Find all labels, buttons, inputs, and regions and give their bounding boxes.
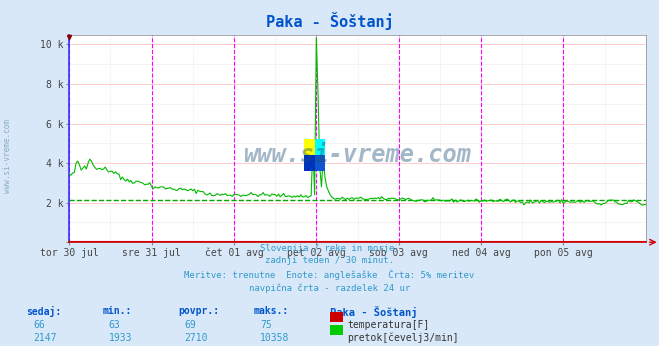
- Text: Paka - Šoštanj: Paka - Šoštanj: [266, 12, 393, 30]
- Bar: [314, 139, 325, 155]
- Text: 75: 75: [260, 320, 272, 330]
- Text: temperatura[F]: temperatura[F]: [347, 320, 430, 330]
- Bar: [304, 139, 314, 155]
- Text: 2147: 2147: [33, 333, 57, 343]
- Text: 69: 69: [185, 320, 196, 330]
- Text: 2710: 2710: [185, 333, 208, 343]
- Text: Slovenija / reke in morje.
zadnji teden / 30 minut.
Meritve: trenutne  Enote: an: Slovenija / reke in morje. zadnji teden …: [185, 244, 474, 293]
- Bar: [304, 155, 314, 171]
- Text: maks.:: maks.:: [254, 306, 289, 316]
- Text: www.si-vreme.com: www.si-vreme.com: [3, 119, 13, 193]
- Text: 10358: 10358: [260, 333, 290, 343]
- Text: sedaj:: sedaj:: [26, 306, 61, 317]
- Text: min.:: min.:: [102, 306, 132, 316]
- Text: pretok[čevelj3/min]: pretok[čevelj3/min]: [347, 333, 459, 343]
- Text: 66: 66: [33, 320, 45, 330]
- Text: www.si-vreme.com: www.si-vreme.com: [244, 143, 471, 167]
- Text: povpr.:: povpr.:: [178, 306, 219, 316]
- Text: Paka - Šoštanj: Paka - Šoštanj: [330, 306, 417, 318]
- Bar: [314, 155, 325, 171]
- Text: 1933: 1933: [109, 333, 132, 343]
- Text: 63: 63: [109, 320, 121, 330]
